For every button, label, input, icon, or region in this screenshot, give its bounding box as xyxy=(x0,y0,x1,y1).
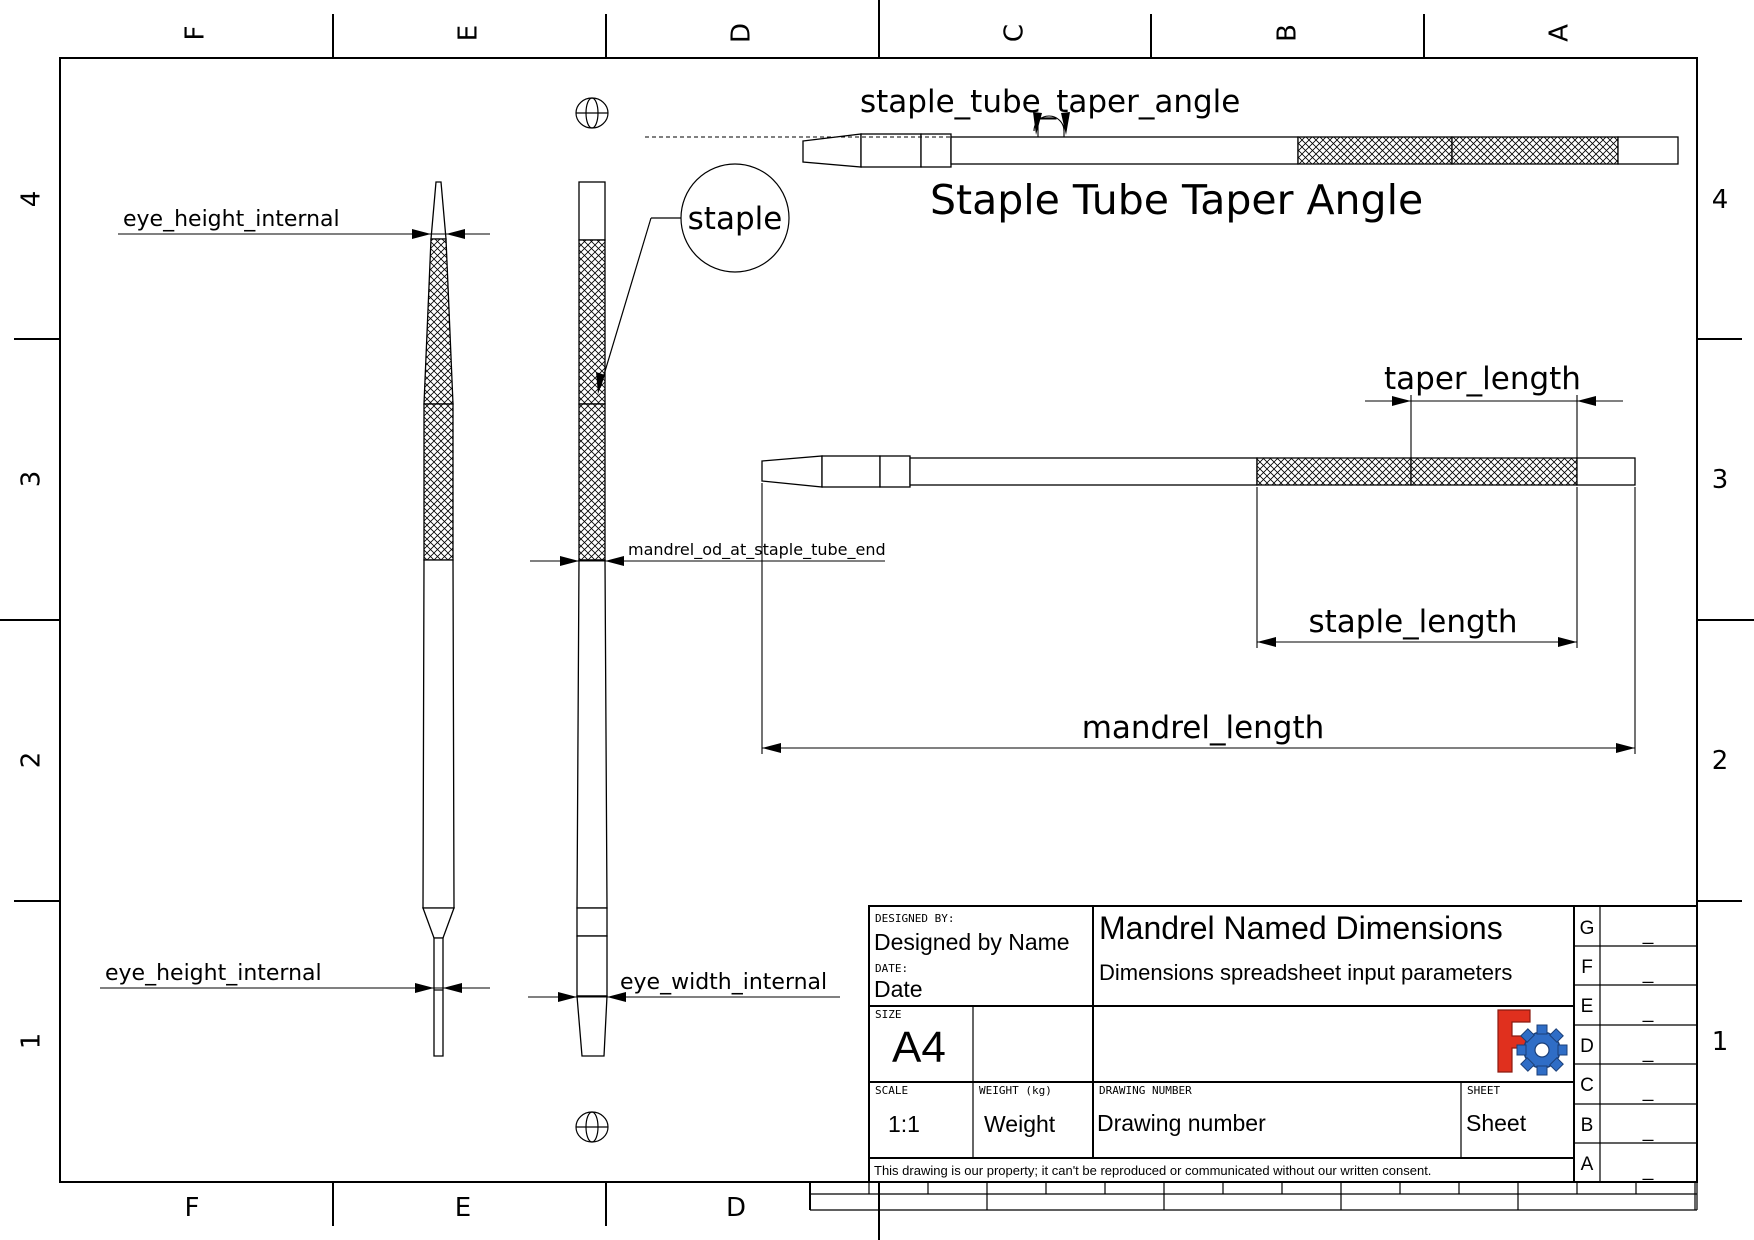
zone-right-3: 3 xyxy=(1712,465,1729,495)
revision-letter-a: A xyxy=(1581,1154,1594,1175)
mandrel-length-label: mandrel_length xyxy=(1082,710,1325,746)
zone-left-2: 2 xyxy=(17,752,47,769)
top-view-caption: Staple Tube Taper Angle xyxy=(930,176,1423,224)
zone-top-a: A xyxy=(1545,24,1575,42)
staple-tube-taper-angle-label: staple_tube_taper_angle xyxy=(860,84,1240,120)
sheet-value: Sheet xyxy=(1466,1110,1527,1136)
section-symbol-bottom xyxy=(575,1111,609,1143)
date-label: DATE: xyxy=(875,962,908,975)
sheet-label: SHEET xyxy=(1467,1084,1500,1097)
zone-bottom-d: D xyxy=(726,1193,746,1223)
revision-value-c: _ xyxy=(1642,1081,1654,1102)
zone-left-1: 1 xyxy=(17,1033,47,1050)
section-symbol-top xyxy=(575,97,609,129)
size-label: SIZE xyxy=(875,1008,902,1021)
revision-value-e: _ xyxy=(1642,1002,1654,1023)
mandrel-main-view xyxy=(761,455,1636,488)
mandrel-top-view xyxy=(645,133,1679,168)
dim-mandrel-length: mandrel_length xyxy=(761,483,1636,754)
eye-width-internal-label: eye_width_internal xyxy=(620,970,827,995)
staple-length-label: staple_length xyxy=(1309,604,1518,640)
scale-value: 1:1 xyxy=(888,1111,920,1137)
scale-label: SCALE xyxy=(875,1084,908,1097)
zone-top-e: E xyxy=(454,25,484,41)
revision-value-g: _ xyxy=(1642,924,1654,945)
drawing-title: Mandrel Named Dimensions xyxy=(1099,910,1503,946)
revision-value-b: _ xyxy=(1642,1121,1654,1142)
dim-mandrel-od-at-staple-tube-end: mandrel_od_at_staple_tube_end xyxy=(530,540,886,566)
dim-eye-width-internal: eye_width_internal xyxy=(528,970,840,1002)
title-block: DESIGNED BY: Designed by Name DATE: Date… xyxy=(868,905,1698,1183)
bottom-ruler xyxy=(809,1182,1698,1211)
taper-length-label: taper_length xyxy=(1384,361,1581,397)
zone-bottom-f: F xyxy=(185,1193,200,1223)
weight-value: Weight xyxy=(984,1111,1056,1137)
drawing-number-label: DRAWING NUMBER xyxy=(1099,1084,1192,1097)
mandrel-od-label: mandrel_od_at_staple_tube_end xyxy=(628,540,886,560)
eye-height-internal-top-label: eye_height_internal xyxy=(123,207,340,232)
zone-top-f: F xyxy=(181,26,211,41)
revision-letter-e: E xyxy=(1581,996,1594,1017)
property-note: This drawing is our property; it can't b… xyxy=(874,1163,1431,1178)
zone-top-d: D xyxy=(727,23,757,43)
dim-eye-height-internal-top: eye_height_internal xyxy=(118,207,490,239)
drawing-subtitle: Dimensions spreadsheet input parameters xyxy=(1099,960,1512,985)
zone-right-1: 1 xyxy=(1712,1027,1729,1057)
dim-staple-length: staple_length xyxy=(1256,487,1578,648)
zone-bottom-e: E xyxy=(455,1193,471,1223)
designed-by-value: Designed by Name xyxy=(874,929,1070,955)
eye-height-internal-bottom-label: eye_height_internal xyxy=(105,961,322,986)
zone-right-4: 4 xyxy=(1712,185,1729,215)
freecad-logo xyxy=(1497,1009,1568,1076)
staple-balloon: staple xyxy=(596,163,790,394)
dim-staple-tube-taper-angle: staple_tube_taper_angle xyxy=(860,84,1240,137)
revision-value-f: _ xyxy=(1642,963,1654,984)
revision-value-a: _ xyxy=(1642,1160,1654,1181)
zone-top-c: C xyxy=(1000,24,1030,42)
drawing-number-value: Drawing number xyxy=(1097,1110,1266,1136)
revision-letter-g: G xyxy=(1580,918,1595,939)
staple-balloon-label: staple xyxy=(688,201,783,237)
revision-letter-b: B xyxy=(1581,1115,1594,1136)
revision-letter-c: C xyxy=(1580,1075,1594,1096)
size-value: A4 xyxy=(892,1023,946,1072)
mandrel-front-view xyxy=(576,181,608,1057)
date-value: Date xyxy=(874,976,923,1002)
mandrel-side-view xyxy=(422,181,455,1057)
zone-left-4: 4 xyxy=(17,191,47,208)
zone-left-3: 3 xyxy=(17,471,47,488)
zone-top-b: B xyxy=(1273,24,1303,42)
weight-label: WEIGHT (kg) xyxy=(979,1084,1052,1097)
dim-eye-height-internal-bottom: eye_height_internal xyxy=(100,961,490,993)
revision-letter-d: D xyxy=(1580,1036,1594,1057)
zone-right-2: 2 xyxy=(1712,746,1729,776)
designed-by-label: DESIGNED BY: xyxy=(875,912,954,925)
dim-taper-length: taper_length xyxy=(1365,361,1623,458)
revision-letter-f: F xyxy=(1581,957,1593,978)
revision-value-d: _ xyxy=(1642,1042,1654,1063)
